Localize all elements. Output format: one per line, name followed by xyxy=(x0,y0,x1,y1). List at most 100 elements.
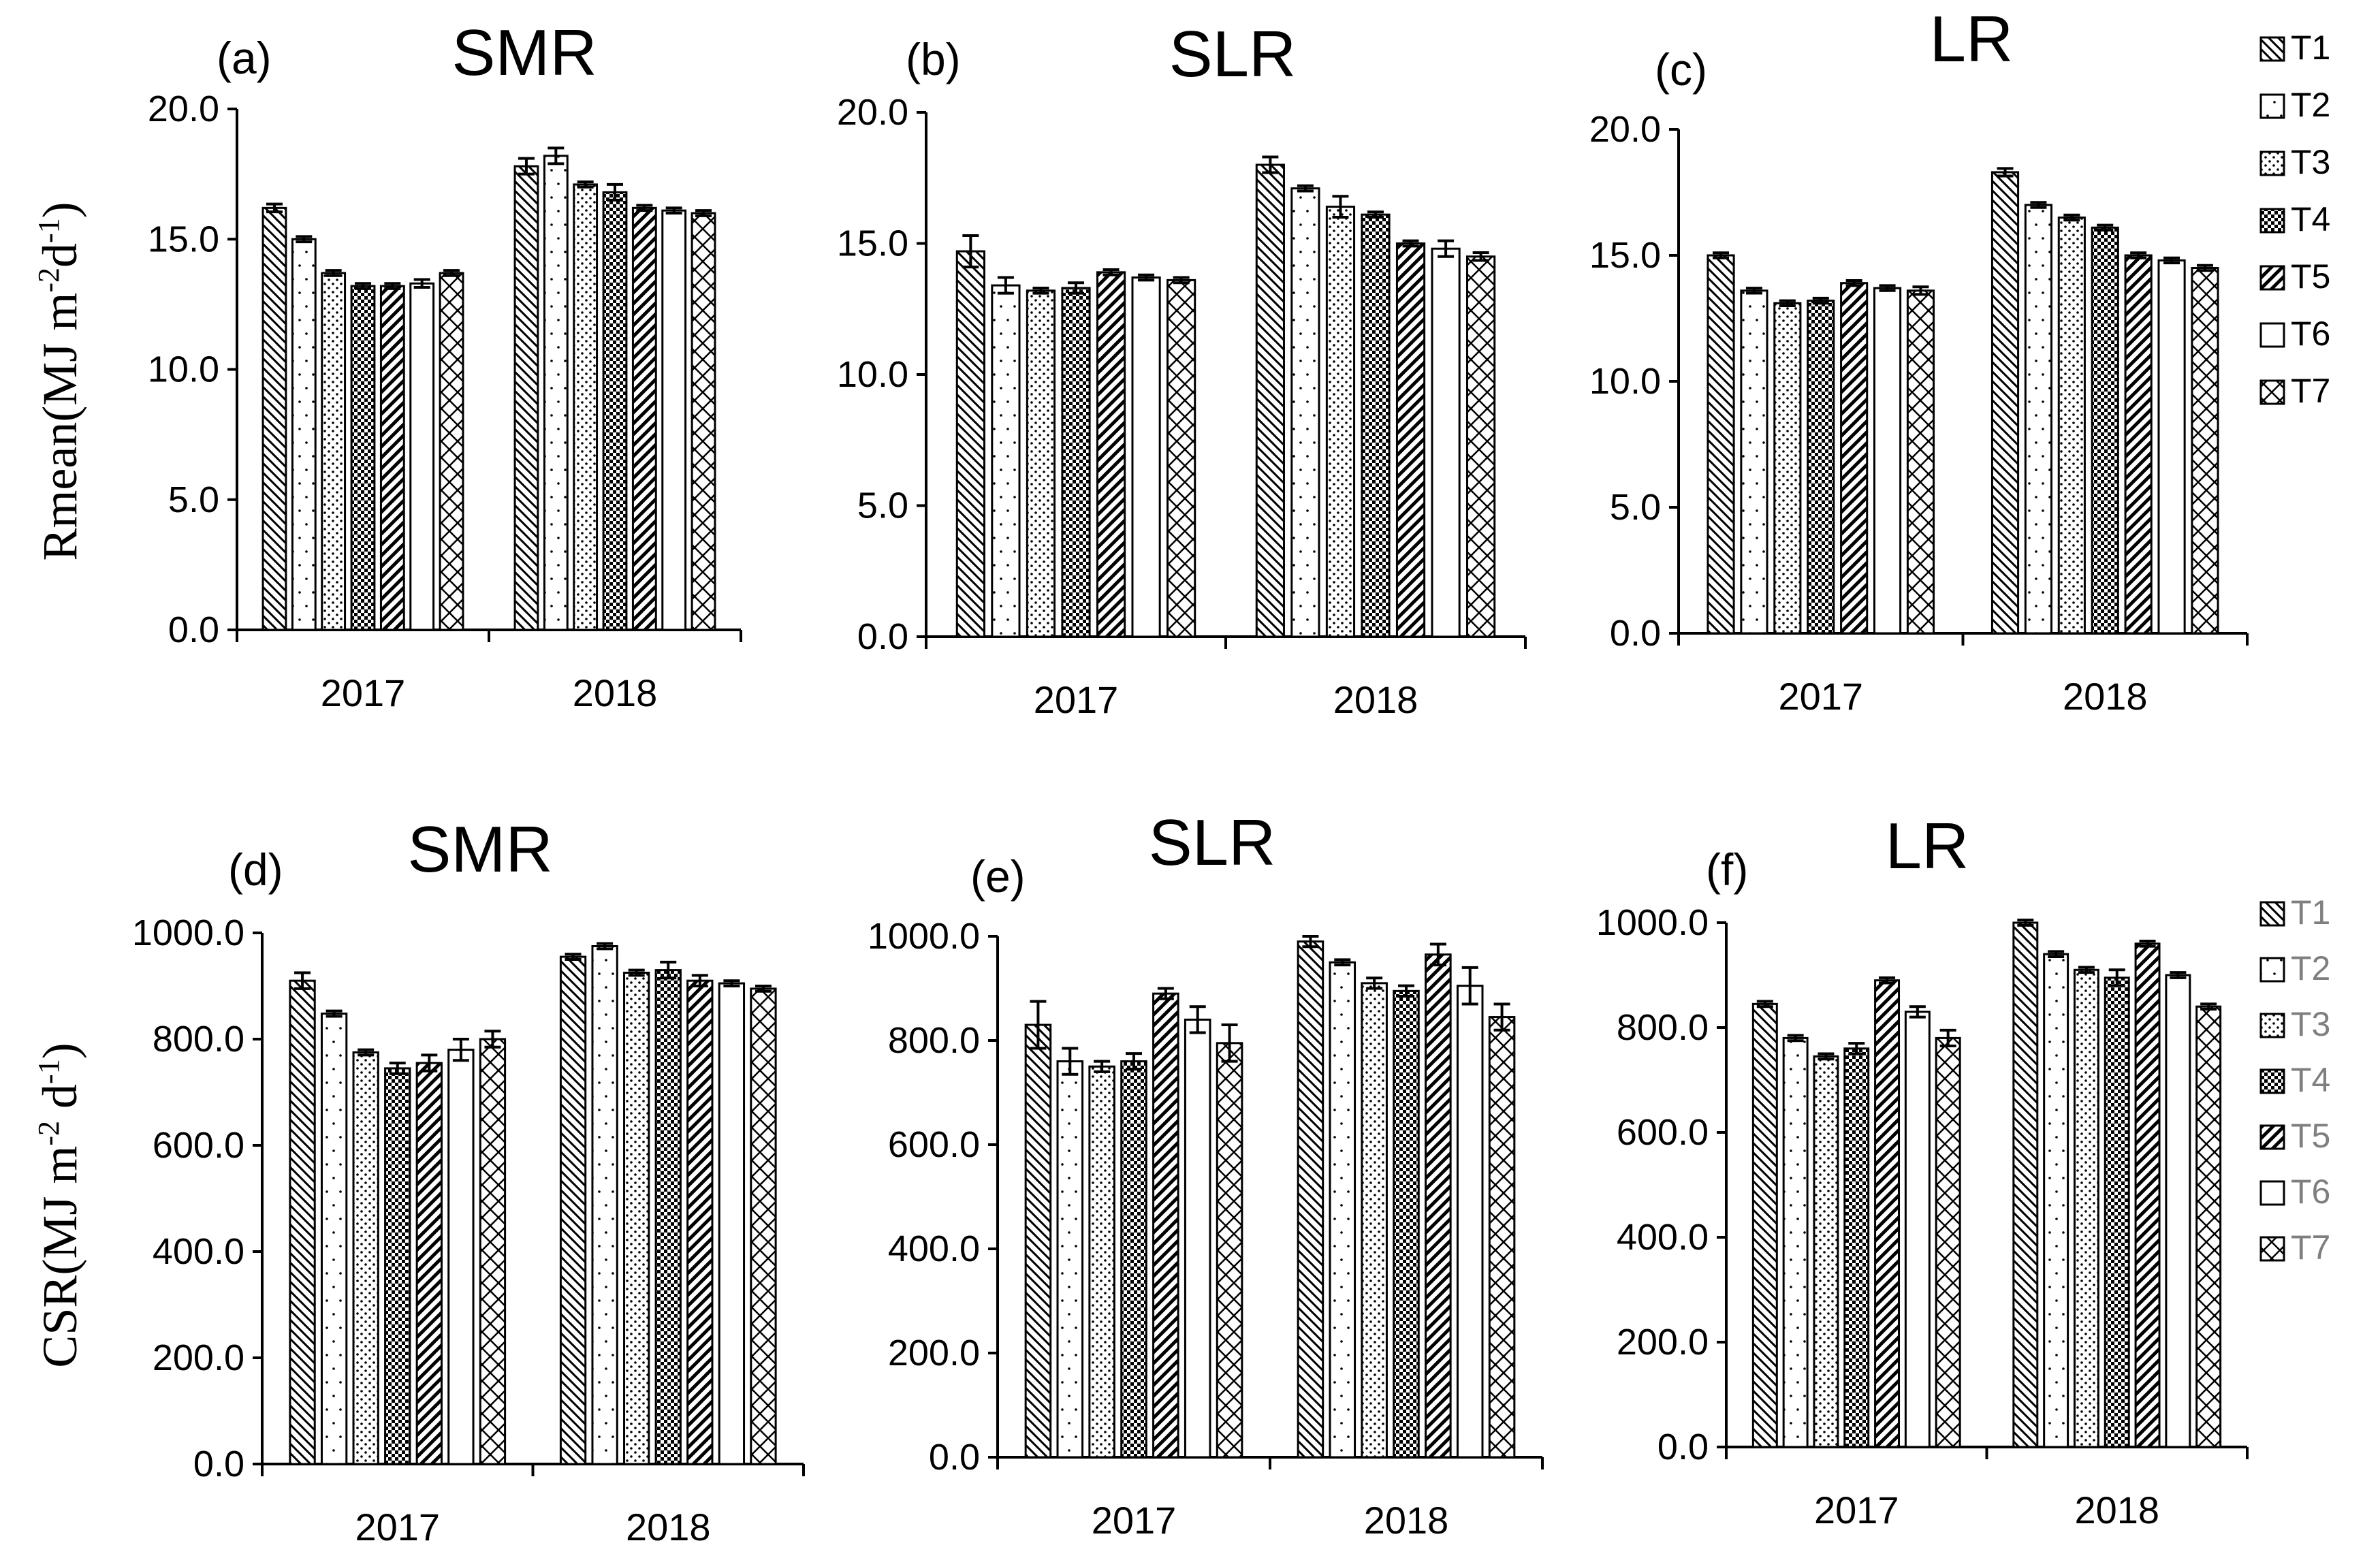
legend-bottom: T1 T2 T3 T4 T5 T6 T7 xyxy=(2259,893,2330,1267)
legend-swatch-t7 xyxy=(2259,1236,2285,1262)
bar-t7-2018 xyxy=(2195,1005,2222,1448)
x-category-label: 2018 xyxy=(1333,678,1418,721)
bar-t5-2018 xyxy=(631,206,657,631)
bar-t6-2017 xyxy=(447,1049,475,1465)
y-label-bottom-sup2: -1 xyxy=(32,1059,65,1084)
panel-title-e: SLR xyxy=(1149,806,1276,879)
x-category-label: 2017 xyxy=(1034,678,1119,721)
bar-t1-2018 xyxy=(2012,921,2039,1448)
bar-t2-2017 xyxy=(1056,1060,1084,1459)
x-category-label: 2018 xyxy=(2074,1489,2159,1531)
bar-t1-2018 xyxy=(1990,171,2020,635)
bar-t5-2018 xyxy=(2124,254,2153,635)
y-tick-label: 200.0 xyxy=(1617,1322,1709,1363)
bar-t1-2017 xyxy=(1751,1002,1778,1448)
y-tick-label: 200.0 xyxy=(888,1333,980,1373)
legend-top: T1 T2 T3 T4 T5 T6 T7 xyxy=(2259,29,2330,410)
bar-t3-2017 xyxy=(1813,1055,1839,1448)
bar-t5-2018 xyxy=(686,979,714,1465)
legend-swatch-t2 xyxy=(2259,93,2285,119)
y-tick-label: 20.0 xyxy=(1589,109,1661,150)
y-label-top-sup1: -2 xyxy=(32,268,65,293)
bar-t7-2018 xyxy=(1466,255,1496,638)
panel-d: SMR (d) 0.0 200.0 400.0 600.0 800.0 1000.0 2017 2… xyxy=(132,813,805,1548)
y-label-bottom-mid: d xyxy=(33,1084,87,1121)
bar-t4-2018 xyxy=(1393,989,1420,1459)
legend-swatch-t6 xyxy=(2259,1180,2285,1206)
y-tick-label: 0.0 xyxy=(929,1437,980,1478)
y-tick-label: 800.0 xyxy=(153,1019,244,1060)
y-tick-label: 5.0 xyxy=(1610,487,1661,528)
bar-t6-2018 xyxy=(1431,247,1461,638)
y-tick-label: 600.0 xyxy=(1617,1112,1709,1153)
y-tick-label: 0.0 xyxy=(1657,1427,1709,1467)
y-axis-label-bottom: CSR(MJ m-2 d-1) xyxy=(32,1043,87,1367)
bar-t3-2018 xyxy=(2073,968,2099,1448)
legend-swatch-t3 xyxy=(2259,1013,2285,1038)
legend-swatch-t4 xyxy=(2259,1068,2285,1094)
bar-t2-2018 xyxy=(1290,187,1320,638)
bar-t4-2018 xyxy=(2104,976,2130,1448)
y-tick-label: 0.0 xyxy=(857,616,908,657)
bar-t1-2017 xyxy=(1024,1023,1052,1459)
legend-swatch-t1 xyxy=(2259,36,2285,62)
bar-t4-2017 xyxy=(384,1067,411,1465)
bar-t4-2017 xyxy=(350,285,376,631)
x-category-label: 2018 xyxy=(2063,675,2148,718)
y-label-bottom-sup1: -2 xyxy=(32,1121,65,1146)
bar-t5-2017 xyxy=(415,1062,443,1465)
bar-t5-2017 xyxy=(1874,979,1901,1448)
bar-t2-2018 xyxy=(2043,953,2069,1448)
panel-e: SLR (e) 0.0 200.0 400.0 600.0 800.0 1000.0 2017 2… xyxy=(868,806,1544,1542)
legend-label-t6: T6 xyxy=(2291,1173,2330,1211)
y-tick-label: 1000.0 xyxy=(1596,902,1709,943)
panel-b: SLR (b) 0.0 5.0 10.0 15.0 20.0 2017 2018 xyxy=(837,18,1527,721)
bar-t6-2017 xyxy=(1873,287,1902,635)
bar-t4-2017 xyxy=(1120,1060,1147,1459)
y-label-top-sup2: -1 xyxy=(32,218,65,243)
x-category-label: 2017 xyxy=(1778,675,1863,718)
bar-t6-2018 xyxy=(2165,974,2191,1448)
bar-t7-2018 xyxy=(2191,267,2219,635)
panel-title-c: LR xyxy=(1930,3,2014,76)
bar-t3-2017 xyxy=(321,272,347,631)
bar-t1-2018 xyxy=(1255,163,1285,638)
bar-t1-2017 xyxy=(955,250,985,638)
bar-t6-2017 xyxy=(1184,1018,1211,1459)
legend-label-t1: T1 xyxy=(2291,893,2330,932)
bar-t7-2018 xyxy=(1488,1016,1516,1459)
y-tick-label: 800.0 xyxy=(888,1020,980,1061)
bar-t6-2018 xyxy=(661,209,687,631)
panel-tag-b: (b) xyxy=(906,34,961,84)
bar-t3-2017 xyxy=(1026,289,1056,638)
y-tick-label: 1000.0 xyxy=(132,912,244,953)
bar-t1-2018 xyxy=(1297,940,1324,1459)
panel-c: LR (c) 0.0 5.0 10.0 15.0 20.0 2017 2018 xyxy=(1589,3,2249,718)
legend-label-t7: T7 xyxy=(2291,1228,2330,1267)
y-tick-label: 10.0 xyxy=(1589,361,1661,402)
bar-t2-2018 xyxy=(543,155,569,631)
y-tick-label: 0.0 xyxy=(1610,613,1661,654)
x-category-label: 2017 xyxy=(1814,1489,1899,1531)
x-category-label: 2017 xyxy=(355,1506,440,1548)
bar-t3-2018 xyxy=(2057,217,2086,635)
bar-t1-2017 xyxy=(1707,254,1735,635)
panel-a: SMR (a) 0.0 5.0 10.0 15.0 20.0 2017 2018 xyxy=(148,16,742,714)
panel-tag-e: (e) xyxy=(970,851,1026,902)
y-tick-label: 600.0 xyxy=(888,1124,980,1165)
bar-t7-2017 xyxy=(1216,1042,1243,1459)
bar-t5-2017 xyxy=(379,285,405,631)
bar-t3-2017 xyxy=(352,1051,379,1465)
y-label-top-mid: d xyxy=(33,243,87,268)
bar-t7-2017 xyxy=(1935,1036,1961,1448)
bar-t4-2018 xyxy=(1361,213,1391,638)
legend-label-t4: T4 xyxy=(2291,200,2330,238)
y-tick-label: 5.0 xyxy=(168,479,219,520)
y-tick-label: 600.0 xyxy=(153,1125,244,1166)
panel-f: LR (f) 0.0 200.0 400.0 600.0 800.0 1000.0 2017 20… xyxy=(1596,810,2249,1531)
bar-t1-2018 xyxy=(513,165,539,631)
x-category-label: 2017 xyxy=(1092,1499,1177,1542)
legend-label-t5: T5 xyxy=(2291,257,2330,296)
y-label-top-end: ) xyxy=(33,202,87,218)
x-category-label: 2018 xyxy=(626,1506,711,1548)
